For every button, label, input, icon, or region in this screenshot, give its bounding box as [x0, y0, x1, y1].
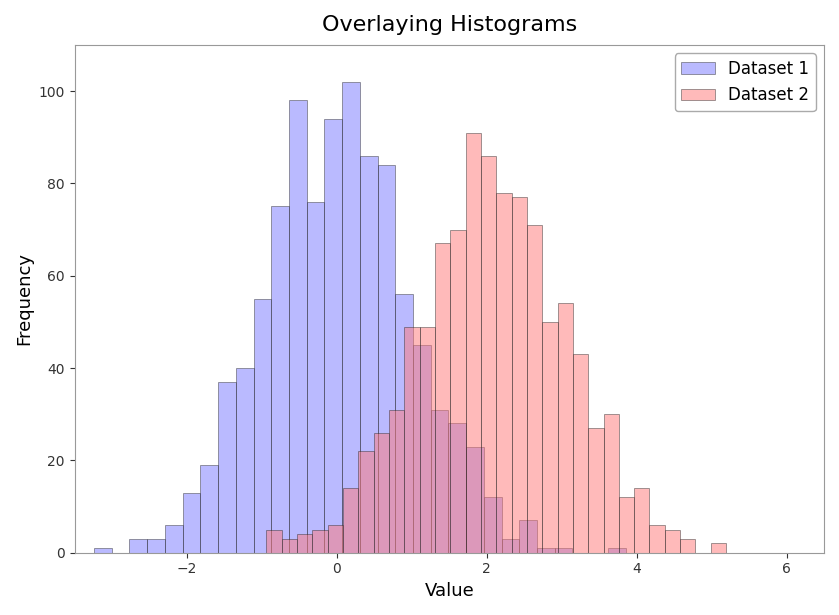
Y-axis label: Frequency: Frequency: [15, 252, 33, 345]
Bar: [297, 534, 312, 553]
Bar: [94, 548, 112, 553]
Bar: [289, 100, 307, 553]
Bar: [537, 548, 555, 553]
Bar: [236, 368, 253, 553]
Bar: [201, 465, 218, 553]
Bar: [378, 165, 395, 553]
Bar: [183, 493, 201, 553]
Bar: [271, 207, 289, 553]
Bar: [496, 192, 512, 553]
Bar: [448, 424, 466, 553]
Bar: [558, 303, 573, 553]
Bar: [608, 548, 626, 553]
Bar: [484, 498, 502, 553]
Bar: [312, 530, 328, 553]
Bar: [307, 202, 325, 553]
Bar: [358, 451, 373, 553]
Bar: [342, 82, 360, 553]
Bar: [267, 530, 282, 553]
Bar: [129, 539, 147, 553]
Bar: [165, 525, 183, 553]
Bar: [218, 382, 236, 553]
Bar: [588, 428, 603, 553]
Bar: [527, 225, 542, 553]
Bar: [395, 294, 413, 553]
Bar: [512, 197, 527, 553]
Bar: [573, 354, 588, 553]
Bar: [481, 156, 496, 553]
X-axis label: Value: Value: [425, 582, 474, 600]
Bar: [373, 433, 389, 553]
Title: Overlaying Histograms: Overlaying Histograms: [321, 15, 577, 35]
Bar: [634, 488, 649, 553]
Bar: [420, 327, 435, 553]
Bar: [603, 415, 619, 553]
Bar: [519, 520, 537, 553]
Bar: [147, 539, 165, 553]
Bar: [325, 119, 342, 553]
Bar: [451, 229, 466, 553]
Bar: [711, 544, 726, 553]
Bar: [542, 322, 558, 553]
Bar: [502, 539, 519, 553]
Bar: [430, 410, 448, 553]
Bar: [282, 539, 297, 553]
Bar: [328, 525, 343, 553]
Bar: [435, 244, 451, 553]
Legend: Dataset 1, Dataset 2: Dataset 1, Dataset 2: [675, 54, 816, 111]
Bar: [680, 539, 696, 553]
Bar: [413, 345, 430, 553]
Bar: [649, 525, 664, 553]
Bar: [343, 488, 358, 553]
Bar: [360, 156, 378, 553]
Bar: [466, 133, 481, 553]
Bar: [664, 530, 680, 553]
Bar: [253, 299, 271, 553]
Bar: [619, 498, 634, 553]
Bar: [389, 410, 404, 553]
Bar: [404, 327, 420, 553]
Bar: [555, 548, 572, 553]
Bar: [466, 446, 484, 553]
